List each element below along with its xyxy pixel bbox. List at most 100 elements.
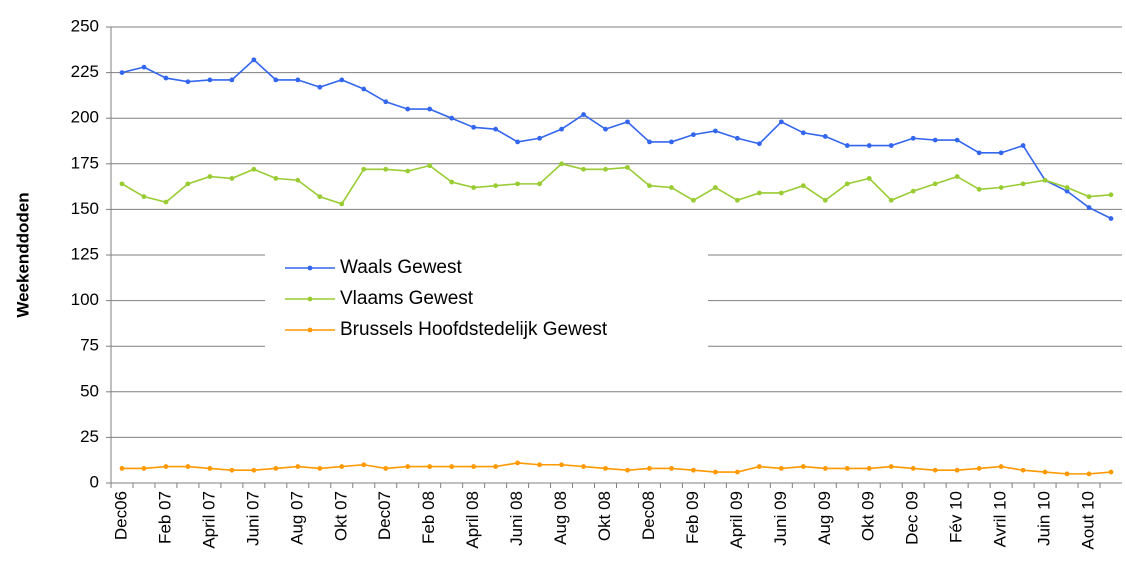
point-marker bbox=[625, 467, 630, 473]
point-marker bbox=[141, 64, 147, 70]
x-tick-label: Feb 09 bbox=[683, 491, 702, 544]
y-tick-label: 25 bbox=[80, 427, 99, 446]
point-marker bbox=[207, 77, 213, 83]
point-marker bbox=[888, 464, 894, 469]
point-marker bbox=[822, 466, 828, 471]
point-marker bbox=[273, 175, 279, 181]
x-tick-label: Aug 08 bbox=[551, 491, 570, 545]
point-marker bbox=[734, 469, 740, 475]
point-marker bbox=[471, 464, 477, 469]
point-marker bbox=[1064, 471, 1070, 477]
point-marker bbox=[515, 460, 520, 466]
point-marker bbox=[515, 181, 520, 187]
point-marker bbox=[910, 188, 916, 194]
point-marker bbox=[734, 135, 740, 141]
point-marker bbox=[778, 466, 784, 471]
point-marker bbox=[800, 183, 806, 189]
point-marker bbox=[427, 464, 433, 469]
x-tick-label: Aug 09 bbox=[815, 491, 834, 545]
point-marker bbox=[734, 197, 740, 203]
point-marker bbox=[713, 185, 718, 190]
point-marker bbox=[954, 467, 960, 473]
point-marker bbox=[1042, 177, 1048, 183]
legend-marker bbox=[307, 327, 313, 333]
point-marker bbox=[844, 143, 850, 148]
point-marker bbox=[669, 185, 674, 190]
point-marker bbox=[910, 466, 916, 471]
point-marker bbox=[449, 179, 455, 185]
point-marker bbox=[822, 134, 828, 139]
point-marker bbox=[866, 175, 872, 181]
point-marker bbox=[405, 168, 411, 174]
point-marker bbox=[1042, 469, 1048, 475]
point-marker bbox=[778, 190, 784, 196]
series-line bbox=[121, 462, 1112, 475]
point-marker bbox=[691, 197, 696, 203]
point-marker bbox=[185, 464, 191, 469]
point-marker bbox=[493, 183, 499, 189]
point-marker bbox=[844, 181, 850, 187]
x-tick-label: Aout 10 bbox=[1079, 491, 1098, 550]
point-marker bbox=[603, 166, 608, 172]
y-tick-label: 175 bbox=[71, 153, 99, 172]
point-marker bbox=[1086, 205, 1092, 210]
point-marker bbox=[383, 466, 389, 471]
y-tick-label: 150 bbox=[71, 199, 99, 218]
point-marker bbox=[603, 126, 608, 132]
x-tick-label: Avril 10 bbox=[991, 491, 1010, 547]
point-marker bbox=[1086, 194, 1092, 200]
point-marker bbox=[119, 466, 125, 471]
point-marker bbox=[778, 119, 784, 125]
y-tick-label: 75 bbox=[80, 336, 99, 355]
point-marker bbox=[1108, 469, 1114, 475]
point-marker bbox=[954, 137, 960, 143]
x-tick-label: Juin 10 bbox=[1035, 491, 1054, 546]
y-tick-label: 0 bbox=[90, 472, 99, 491]
point-marker bbox=[603, 466, 608, 471]
point-marker bbox=[581, 112, 586, 117]
point-marker bbox=[515, 139, 520, 145]
series-line bbox=[121, 58, 1112, 220]
point-marker bbox=[361, 166, 367, 172]
point-marker bbox=[756, 464, 762, 469]
point-marker bbox=[383, 166, 389, 172]
point-marker bbox=[339, 77, 345, 83]
x-tick-label: Dec06 bbox=[111, 491, 130, 540]
point-marker bbox=[1064, 185, 1070, 190]
x-tick-label: April 09 bbox=[727, 491, 746, 549]
point-marker bbox=[163, 75, 169, 81]
point-marker bbox=[559, 161, 564, 167]
point-marker bbox=[581, 166, 586, 172]
point-marker bbox=[954, 174, 960, 179]
point-marker bbox=[251, 57, 257, 63]
point-marker bbox=[669, 466, 674, 471]
point-marker bbox=[866, 143, 872, 148]
point-marker bbox=[185, 79, 191, 85]
point-marker bbox=[405, 464, 411, 469]
point-marker bbox=[669, 139, 674, 145]
point-marker bbox=[493, 126, 499, 132]
point-marker bbox=[427, 163, 433, 169]
x-tick-label: April 07 bbox=[199, 491, 218, 549]
point-marker bbox=[888, 143, 894, 148]
point-marker bbox=[1108, 192, 1114, 198]
series-line bbox=[121, 162, 1112, 205]
point-marker bbox=[647, 183, 652, 189]
y-tick-label: 200 bbox=[71, 108, 99, 127]
point-marker bbox=[361, 86, 367, 92]
point-marker bbox=[647, 139, 652, 145]
point-marker bbox=[471, 185, 477, 190]
point-marker bbox=[163, 464, 169, 469]
point-marker bbox=[361, 462, 367, 468]
x-tick-label: Dec07 bbox=[375, 491, 394, 540]
point-marker bbox=[471, 124, 477, 130]
legend-label: Waals Gewest bbox=[340, 257, 462, 278]
point-marker bbox=[537, 462, 542, 468]
point-marker bbox=[713, 128, 718, 134]
point-marker bbox=[207, 466, 213, 471]
point-marker bbox=[1020, 467, 1026, 473]
point-marker bbox=[295, 177, 301, 183]
point-marker bbox=[295, 77, 301, 83]
point-marker bbox=[1064, 188, 1070, 194]
point-marker bbox=[800, 464, 806, 469]
